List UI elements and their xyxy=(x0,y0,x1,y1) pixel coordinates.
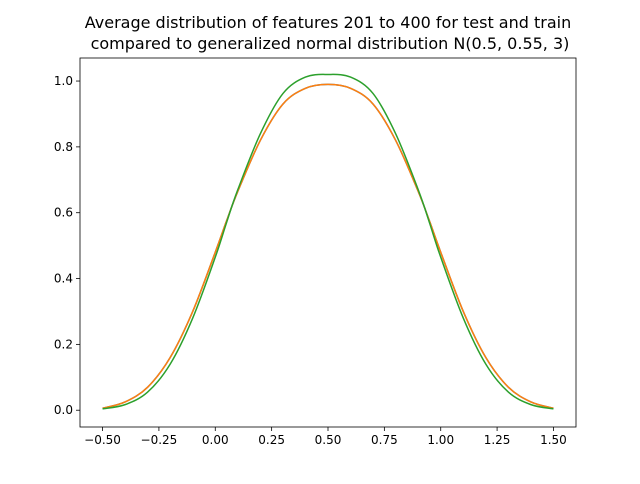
x-tick-label: 1.50 xyxy=(540,433,567,447)
y-tick-label: 0.6 xyxy=(54,206,73,220)
chart-subtitle: compared to generalized normal distribut… xyxy=(91,34,570,53)
chart-title: Average distribution of features 201 to … xyxy=(85,13,571,32)
series-line-2 xyxy=(102,83,554,409)
x-tick-label: −0.25 xyxy=(141,433,178,447)
y-tick-label: 0.4 xyxy=(54,272,73,286)
y-tick-label: 0.2 xyxy=(54,337,73,351)
x-tick-label: 0.25 xyxy=(258,433,285,447)
x-tick-label: 0.00 xyxy=(202,433,229,447)
series-layer xyxy=(102,73,554,410)
x-tick-label: 1.00 xyxy=(427,433,454,447)
y-tick-label: 0.0 xyxy=(54,403,73,417)
x-tick-label: 0.50 xyxy=(315,433,342,447)
x-tick-label: 0.75 xyxy=(371,433,398,447)
series-line-3 xyxy=(102,73,554,410)
y-tick-label: 0.8 xyxy=(54,140,73,154)
x-tick-label: −0.50 xyxy=(84,433,121,447)
axis-layer: −0.50 −0.25 0.00 0.25 0.50 0.75 1.00 1.25 1.50 0.… xyxy=(54,57,577,447)
x-tick-label: 1.25 xyxy=(484,433,511,447)
y-tick-label: 1.0 xyxy=(54,74,73,88)
